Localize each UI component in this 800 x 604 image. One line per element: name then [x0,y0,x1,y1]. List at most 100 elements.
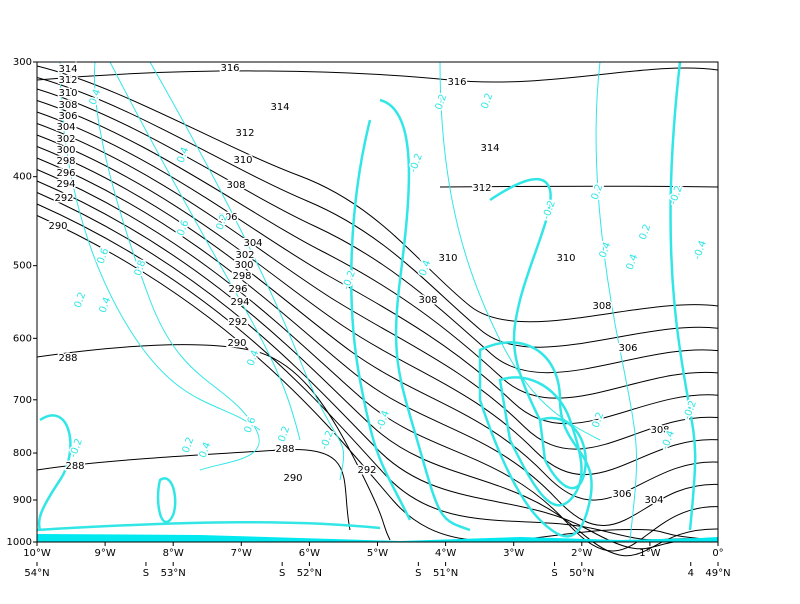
y-tick-label: 500 [13,261,32,272]
omega-label: -0.2 [408,152,425,174]
theta-contour [36,180,719,557]
theta-label: 288 [275,444,294,455]
theta-label: 312 [235,128,254,139]
theta-label: 316 [447,77,466,88]
theta-label: 308 [592,301,611,312]
theta-contour [36,88,719,374]
omega-label: -0.2 [541,199,558,221]
y-tick-label: 600 [13,333,32,344]
theta-contour [36,134,719,475]
omega-label: -0.2 [341,269,358,291]
theta-label: 316 [220,63,239,74]
omega-contour [37,414,72,531]
theta-label: 314 [480,143,499,154]
y-tick-label: 900 [13,495,32,506]
omega-label: 0.4 [176,146,192,165]
theta-contour [36,67,719,83]
x-tick-label: 8°W [163,548,184,559]
theta-label: 308 [650,425,669,436]
theta-label: 296 [56,168,75,179]
theta-label: 290 [48,221,67,232]
theta-label: 302 [235,250,254,261]
x2-tick-label: 52°N [297,568,322,579]
y-tick-label: 800 [13,448,32,459]
theta-label: 296 [228,284,247,295]
theta-label: 312 [472,183,491,194]
theta-contour [36,157,719,527]
x2-tick-label: S [279,568,285,579]
omega-label: -0.2 [319,429,336,451]
omega-contour [538,416,588,490]
x-tick-label: 10°W [23,548,51,559]
omega-contour [36,520,381,532]
theta-label: 292 [357,465,376,476]
x2-tick-label: S [551,568,557,579]
theta-label: 298 [56,156,75,167]
omega-label: 0.4 [88,88,104,107]
x2-tick-label: 50°N [569,568,594,579]
theta-label: 308 [58,100,77,111]
omega-contour [669,61,697,531]
x-tick-label: 4°W [435,548,456,559]
x-tick-label: 5°W [367,548,388,559]
theta-label: 310 [438,253,457,264]
theta-label: 308 [226,180,245,191]
theta-label: 304 [243,238,262,249]
theta-label: 308 [418,295,437,306]
x-tick-label: 0° [712,548,723,559]
theta-label: 310 [233,155,252,166]
omega-contour [379,98,471,532]
x2-tick-label: 54°N [24,568,49,579]
theta-contour [36,111,719,425]
theta-contour [439,185,719,188]
theta-contour [36,146,719,501]
x-tick-label: 3°W [503,548,524,559]
omega-label: 0.4 [625,253,641,272]
theta-label: 298 [232,271,251,282]
omega-contour [350,119,412,521]
omega-label: 0.4 [246,349,262,368]
omega-label: 0.4 [418,259,434,278]
theta-label: 300 [234,260,253,271]
theta-label: 294 [230,297,249,308]
omega-contour [498,376,583,507]
omega-label: 0.6 [96,247,112,266]
omega-label: 0.2 [277,425,293,444]
omega-contour [489,177,552,421]
theta-label: 312 [58,75,77,86]
omega-contour [109,61,301,441]
omega-contour [93,61,260,471]
x2-tick-label: 49°N [705,568,730,579]
theta-label: 288 [58,353,77,364]
theta-contour [36,449,351,531]
y-tick-label: 1000 [7,537,32,548]
y-tick-label: 400 [13,172,32,183]
x-tick-label: 2°W [571,548,592,559]
x2-tick-label: S [143,568,149,579]
omega-label: 0.2 [638,223,654,242]
theta-label: 306 [218,212,237,223]
y-tick-label: 700 [13,395,32,406]
theta-contour [36,65,719,323]
omega-label: 0.4 [98,296,114,315]
theta-label: 292 [228,317,247,328]
omega-label: 0.2 [181,436,197,455]
omega-label: 0.6 [243,416,259,435]
omega-contour [156,477,177,524]
theta-label: 304 [644,495,663,506]
theta-contour [36,192,719,550]
contours [36,61,719,557]
omega-label: 0.4 [198,441,214,460]
theta-contour [36,77,719,348]
omega-label: 0.2 [480,92,496,111]
theta-label: 306 [618,343,637,354]
omega-label: 0.2 [434,93,450,112]
x-tick-label: 9°W [94,548,115,559]
plot-frame [36,61,719,543]
theta-label: 314 [58,64,77,75]
theta-contour [36,344,391,541]
theta-contour [36,215,719,542]
x-tick-label: 6°W [299,548,320,559]
omega-contour [478,341,593,538]
theta-label: 290 [227,338,246,349]
